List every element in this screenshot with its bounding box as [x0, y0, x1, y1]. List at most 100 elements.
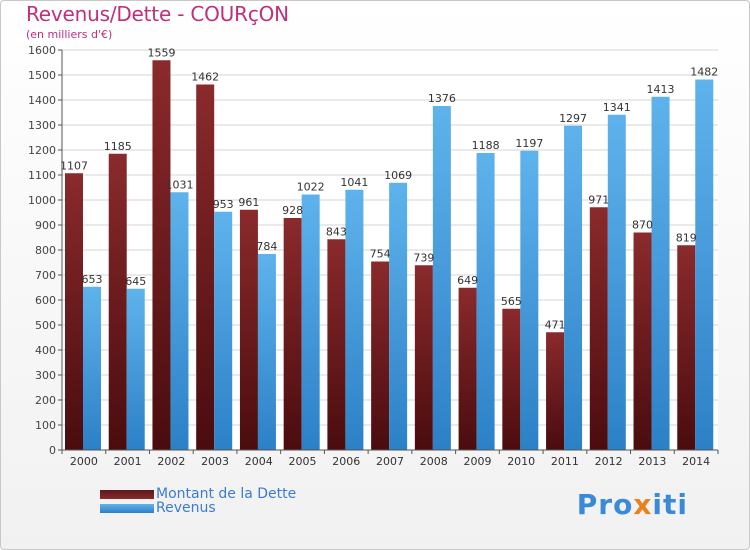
y-tick-label: 100 [35, 419, 56, 432]
y-tick-label: 600 [35, 294, 56, 307]
value-label-dette: 819 [676, 231, 697, 244]
logo-text-x: x [633, 488, 653, 521]
logo-text-b: iti [652, 488, 688, 521]
bar-dette [108, 153, 127, 450]
bar-dette [196, 84, 215, 450]
y-tick-label: 200 [35, 394, 56, 407]
bar-revenus [607, 114, 626, 450]
bar-dette [327, 239, 346, 450]
bar-revenus [170, 192, 189, 450]
value-label-revenus: 1376 [428, 92, 456, 105]
y-tick-label: 1600 [28, 44, 56, 57]
bar-dette [677, 245, 696, 450]
bar-revenus [301, 194, 320, 450]
value-label-dette: 565 [501, 295, 522, 308]
value-label-revenus: 1413 [647, 83, 675, 96]
x-tick-label: 2002 [157, 455, 185, 468]
y-tick-label: 700 [35, 269, 56, 282]
x-tick-label: 2013 [638, 455, 666, 468]
bar-revenus [389, 182, 408, 450]
bar-dette [283, 218, 302, 450]
value-label-revenus: 1069 [384, 169, 412, 182]
y-tick-label: 1100 [28, 169, 56, 182]
value-label-dette: 1462 [191, 71, 219, 84]
value-label-revenus: 653 [82, 273, 103, 286]
bar-revenus [564, 125, 583, 450]
bar-dette [502, 308, 521, 450]
y-tick-label: 1200 [28, 144, 56, 157]
bar-dette [633, 232, 652, 450]
legend-item-dette: Montant de la Dette [100, 486, 296, 502]
bar-revenus [214, 211, 233, 450]
value-label-revenus: 1031 [165, 178, 193, 191]
bar-revenus [476, 153, 495, 450]
x-tick-label: 2012 [595, 455, 623, 468]
y-tick-label: 1000 [28, 194, 56, 207]
value-label-dette: 928 [282, 204, 303, 217]
x-tick-label: 2005 [289, 455, 317, 468]
x-tick-label: 2010 [507, 455, 535, 468]
x-tick-label: 2001 [114, 455, 142, 468]
x-tick-label: 2009 [463, 455, 491, 468]
logo-text-a: Pro [576, 488, 634, 521]
bar-dette [152, 60, 171, 450]
x-tick-label: 2006 [332, 455, 360, 468]
proxiti-logo: Proxiti [577, 488, 688, 521]
x-tick-label: 2003 [201, 455, 229, 468]
bar-revenus [83, 286, 101, 450]
y-tick-label: 500 [35, 319, 56, 332]
legend-label-dette: Montant de la Dette [156, 486, 297, 502]
legend-swatch-dette [100, 489, 154, 499]
y-tick-label: 0 [49, 444, 56, 457]
bar-revenus [345, 189, 364, 450]
chart-subtitle: (en milliers d'€) [26, 28, 113, 41]
bar-dette [371, 261, 390, 450]
legend-swatch-revenus [100, 503, 154, 513]
bar-revenus [126, 288, 145, 450]
value-label-revenus: 953 [213, 198, 234, 211]
x-tick-label: 2007 [376, 455, 404, 468]
value-label-revenus: 784 [256, 240, 277, 253]
legend-label-revenus: Revenus [156, 500, 216, 516]
y-tick-label: 900 [35, 219, 56, 232]
value-label-revenus: 1297 [559, 112, 587, 125]
chart-title: Revenus/Dette - COURçON [26, 2, 289, 26]
value-label-revenus: 1188 [472, 139, 500, 152]
bar-revenus [520, 150, 539, 450]
y-tick-label: 1400 [28, 94, 56, 107]
x-tick-label: 2014 [682, 455, 710, 468]
x-tick-label: 2008 [420, 455, 448, 468]
y-tick-label: 800 [35, 244, 56, 257]
bar-revenus [695, 79, 714, 450]
y-tick-label: 300 [35, 369, 56, 382]
bar-dette [546, 332, 565, 450]
value-label-dette: 471 [545, 318, 566, 331]
value-label-dette: 649 [457, 274, 478, 287]
value-label-dette: 1559 [147, 46, 175, 59]
value-label-revenus: 1482 [690, 66, 718, 79]
x-tick-label: 2000 [70, 455, 98, 468]
value-label-dette: 1107 [60, 159, 88, 172]
bar-revenus [651, 96, 670, 450]
value-label-revenus: 1041 [340, 176, 368, 189]
value-label-dette: 961 [238, 196, 259, 209]
bar-dette [414, 265, 433, 450]
bar-dette [458, 287, 477, 450]
value-label-dette: 739 [413, 251, 434, 264]
y-tick-label: 1300 [28, 119, 56, 132]
legend-item-revenus: Revenus [100, 500, 216, 516]
y-tick-label: 1500 [28, 69, 56, 82]
x-tick-label: 2011 [551, 455, 579, 468]
value-label-dette: 843 [326, 225, 347, 238]
x-tick-label: 2004 [245, 455, 273, 468]
bar-dette [65, 173, 83, 450]
value-label-revenus: 1022 [297, 181, 325, 194]
value-label-revenus: 1197 [515, 137, 543, 150]
value-label-dette: 1185 [104, 140, 132, 153]
y-tick-label: 400 [35, 344, 56, 357]
bar-dette [239, 209, 258, 450]
bar-revenus [257, 254, 276, 450]
value-label-revenus: 1341 [603, 101, 631, 114]
bar-dette [589, 207, 608, 450]
